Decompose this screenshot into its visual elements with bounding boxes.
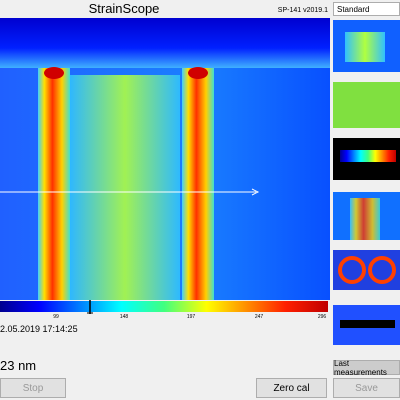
version: SP-141 v2019.1 [278,7,328,14]
zero-cal-button[interactable]: Zero cal [256,378,327,398]
reading: 23 nm [0,358,36,373]
last-measurements-button[interactable]: Last measurements [333,359,400,377]
stop-button[interactable]: Stop [0,378,66,398]
color-scale [0,301,328,312]
app-title: StrainScope [89,1,160,16]
scale-label: 197 [187,314,196,320]
scale-label: 247 [255,314,264,320]
scale-label: 99 [53,314,59,320]
save-button[interactable]: Save [333,378,400,398]
scale-label: 296 [318,314,327,320]
timestamp: 2.05.2019 17:14:25 [0,324,78,334]
thumbnails[interactable] [333,20,400,345]
scale-label: 148 [120,314,129,320]
view-dropdown[interactable]: Standard [333,2,400,16]
